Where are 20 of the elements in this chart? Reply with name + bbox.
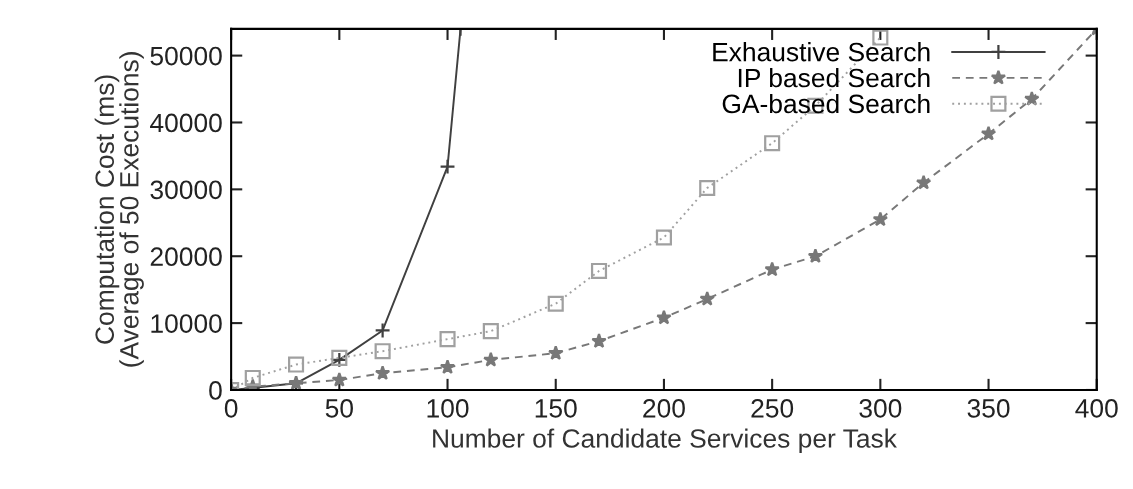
y-tick-label: 50000 (150, 46, 222, 66)
x-axis-title: Number of Candidate Services per Task (433, 428, 897, 454)
x-tick-label: 250 (751, 399, 794, 418)
x-tick-label: 350 (967, 399, 1010, 418)
x-tick-label: 0 (224, 399, 238, 418)
y-axis-title: Computation Cost (ms) (Average of 50 Executions) (94, 52, 144, 367)
legend-label: GA-based Search (722, 93, 930, 114)
y-tick-label: 10000 (151, 314, 222, 333)
legend-label: Exhaustive Search (713, 42, 930, 62)
y-tick-label: 20000 (150, 247, 222, 267)
y-tick-label: 40000 (150, 113, 222, 133)
y-tick-label: 0 (209, 381, 222, 400)
x-tick-label: 200 (643, 399, 685, 418)
x-tick-label: 300 (859, 399, 902, 418)
legend-label: IP based Search (738, 67, 930, 88)
y-tick-label: 30000 (150, 180, 222, 200)
x-tick-label: 150 (535, 399, 577, 418)
x-tick-label: 50 (325, 399, 353, 418)
x-tick-label: 400 (1075, 399, 1118, 418)
x-tick-label: 100 (427, 399, 469, 418)
